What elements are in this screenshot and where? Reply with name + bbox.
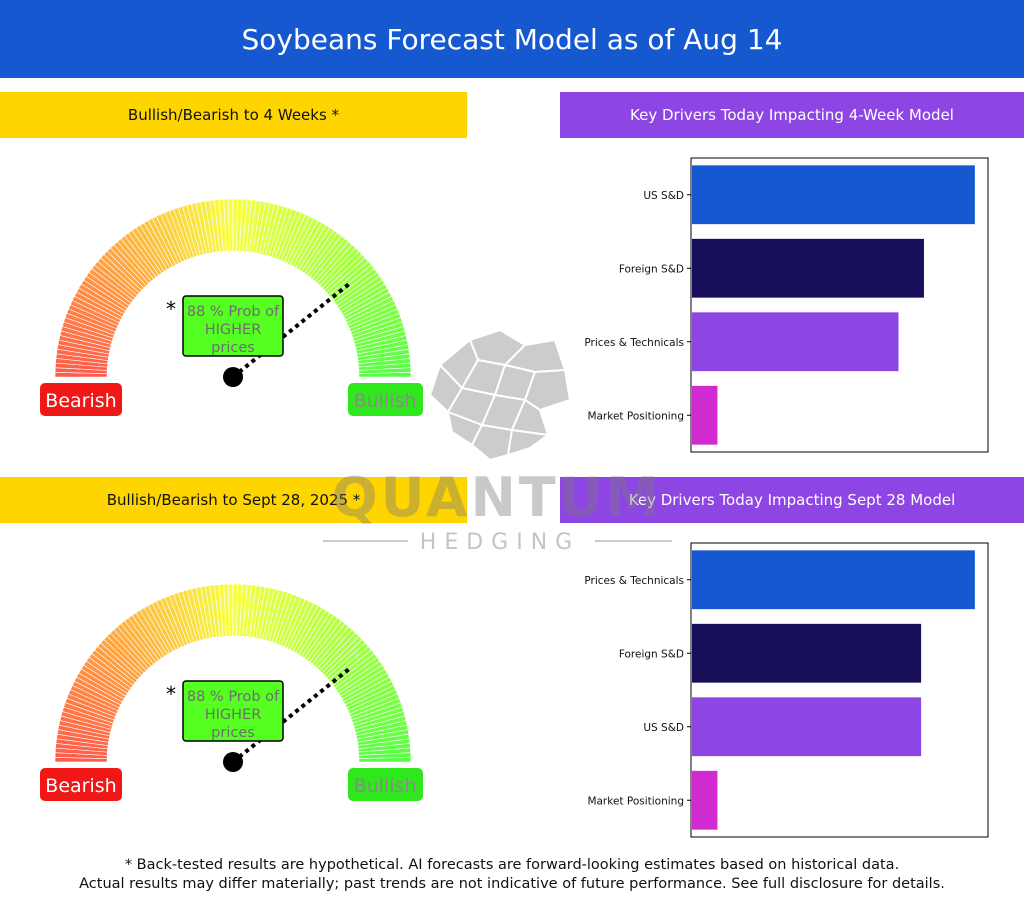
driver-bar	[692, 312, 899, 372]
bearish-badge	[40, 383, 122, 416]
disclaimer-line-1: * Back-tested results are hypothetical. …	[124, 857, 900, 873]
probability-text-line: prices	[211, 725, 255, 741]
bullish-badge	[348, 768, 423, 801]
gauge-asterisk: *	[166, 297, 176, 321]
drivers-chart-sept-28: Prices & Technicals Foreign S&D US S&D Mark…	[585, 540, 1005, 845]
disclaimer-footer: * Back-tested results are hypothetical. …	[0, 856, 1024, 894]
gauge-pivot	[223, 367, 243, 387]
bearish-badge	[40, 768, 122, 801]
gauge-segment	[358, 372, 412, 378]
gauge-4-week: 88 % Prob of HIGHER prices * Bearish Bullish	[30, 195, 440, 425]
gauge-4-week-svg: 88 % Prob of HIGHER prices * Bearish Bullish	[40, 198, 423, 416]
driver-label: US S&D	[643, 722, 684, 734]
driver-bar	[692, 385, 718, 445]
disclaimer-line-2: Actual results may differ materially; pa…	[79, 876, 945, 892]
gauge-needle	[231, 666, 352, 764]
drivers-chart-4-week-svg: US S&D Foreign S&D Prices & Technicals Mark…	[585, 157, 989, 453]
bullish-badge	[348, 383, 423, 416]
probability-text-line: HIGHER	[205, 707, 262, 723]
probability-text-line: 88 % Prob of	[187, 304, 280, 320]
gauge-header-4-week: Bullish/Bearish to 4 Weeks *	[0, 92, 467, 138]
driver-label: Prices & Technicals	[585, 575, 684, 587]
driver-bar	[692, 550, 975, 610]
driver-label: Foreign S&D	[619, 263, 684, 275]
driver-bar	[692, 697, 922, 757]
drivers-header-sept-28: Key Drivers Today Impacting Sept 28 Mode…	[560, 477, 1024, 523]
driver-bar	[692, 165, 975, 225]
driver-label: Foreign S&D	[619, 648, 684, 660]
driver-bar	[692, 770, 718, 830]
watermark-sub: HEDGING	[420, 530, 580, 555]
bullish-label: Bullish	[354, 775, 417, 797]
gauge-asterisk: *	[166, 682, 176, 706]
driver-label: Market Positioning	[587, 410, 684, 422]
probability-text-line: prices	[211, 340, 255, 356]
driver-label: Market Positioning	[587, 795, 684, 807]
probability-box	[182, 295, 284, 357]
probability-text-line: 88 % Prob of	[187, 689, 280, 705]
brain-logo-icon	[428, 328, 572, 462]
probability-box	[182, 680, 284, 742]
gauge-header-sept-28: Bullish/Bearish to Sept 28, 2025 *	[0, 477, 467, 523]
gauge-sept-28-svg: 88 % Prob of HIGHER prices * Bearish Bullish	[40, 583, 423, 801]
driver-label: US S&D	[643, 190, 684, 202]
bearish-label: Bearish	[45, 775, 116, 797]
driver-label: Prices & Technicals	[585, 337, 684, 349]
driver-bar	[692, 238, 924, 298]
bearish-label: Bearish	[45, 390, 116, 412]
drivers-header-4-week: Key Drivers Today Impacting 4-Week Model	[560, 92, 1024, 138]
page-title: Soybeans Forecast Model as of Aug 14	[0, 0, 1024, 78]
drivers-chart-4-week: US S&D Foreign S&D Prices & Technicals Mark…	[585, 155, 1005, 460]
gauge-sept-28: 88 % Prob of HIGHER prices * Bearish Bullish	[30, 580, 440, 810]
gauge-segment	[358, 757, 412, 763]
probability-text-line: HIGHER	[205, 322, 262, 338]
gauge-needle	[231, 281, 352, 379]
bullish-label: Bullish	[354, 390, 417, 412]
drivers-chart-sept-28-svg: Prices & Technicals Foreign S&D US S&D Mark…	[585, 542, 989, 838]
driver-bar	[692, 623, 922, 683]
gauge-pivot	[223, 752, 243, 772]
